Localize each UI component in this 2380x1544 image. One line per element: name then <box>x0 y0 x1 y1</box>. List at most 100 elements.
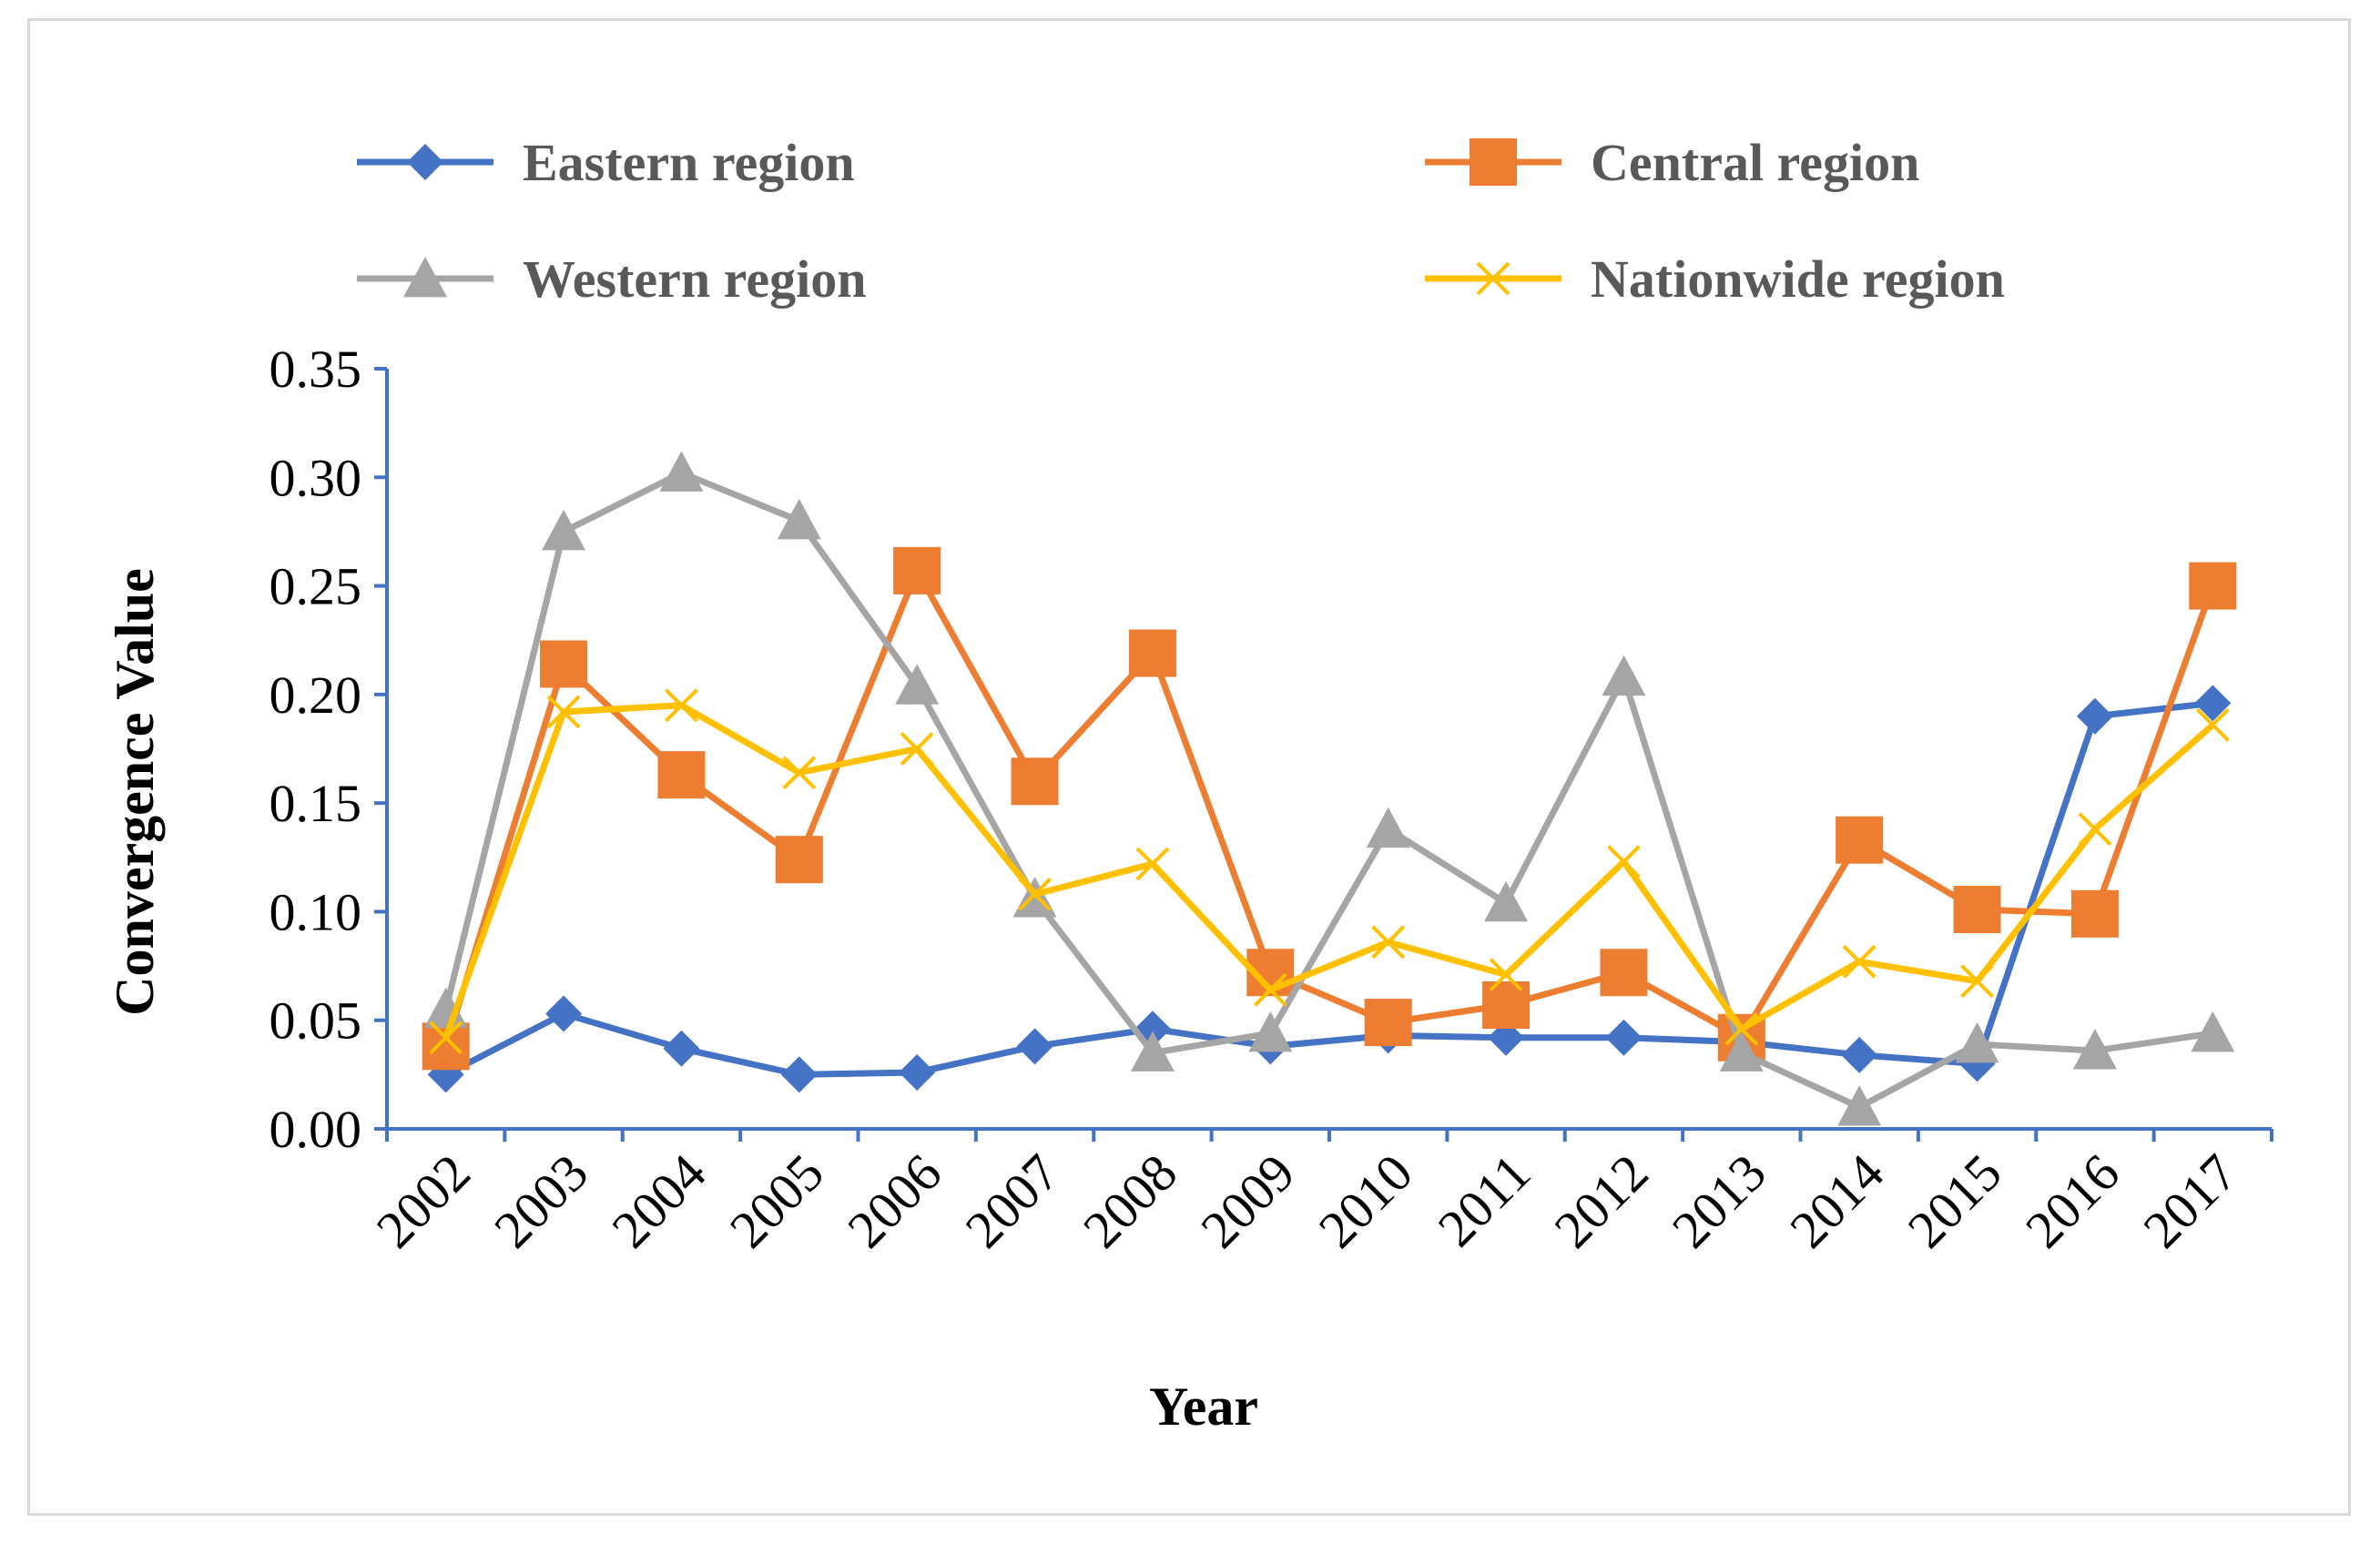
x-axis-title: Year <box>1149 1376 1258 1437</box>
legend-entry: Eastern region <box>357 133 855 192</box>
data-point <box>663 1030 700 1067</box>
data-point <box>1836 816 1884 864</box>
y-tick-label: 0.35 <box>270 340 362 399</box>
data-point <box>2072 1029 2117 1070</box>
x-tick-label: 2008 <box>1072 1143 1188 1259</box>
data-point <box>407 144 443 180</box>
data-point <box>1482 981 1531 1030</box>
x-tick-label: 2003 <box>483 1143 599 1259</box>
x-tick-label: 2005 <box>718 1143 835 1259</box>
data-point <box>2070 889 2119 938</box>
y-tick-label: 0.10 <box>270 882 362 941</box>
data-point <box>1018 877 1052 911</box>
data-point <box>1489 958 1523 992</box>
y-tick-label: 0.25 <box>270 557 362 616</box>
data-point <box>1248 1011 1293 1052</box>
chart-frame <box>27 18 2351 1516</box>
data-point <box>1600 949 1648 997</box>
x-tick-label: 2015 <box>1897 1143 2013 1259</box>
data-point <box>900 732 934 766</box>
x-tick-label: 2011 <box>1427 1143 1541 1257</box>
data-point <box>1016 1028 1053 1065</box>
y-tick-label: 0.15 <box>270 774 362 833</box>
data-point <box>1841 1036 1878 1073</box>
legend-label: Central region <box>1591 133 1919 192</box>
data-point <box>895 664 940 705</box>
data-point <box>775 836 823 884</box>
data-point <box>2189 562 2237 610</box>
x-tick-label: 2010 <box>1307 1143 1424 1259</box>
legend-entry: Nationwide region <box>1425 249 2005 309</box>
data-point <box>2191 1011 2235 1052</box>
data-point <box>780 1056 818 1093</box>
data-point <box>403 257 447 298</box>
x-tick-label: 2017 <box>2132 1143 2249 1259</box>
legend-entry: Western region <box>357 249 866 309</box>
data-point <box>545 995 583 1032</box>
y-tick-label: 0.00 <box>270 1100 362 1159</box>
series-line <box>442 567 2216 1048</box>
x-tick-label: 2007 <box>954 1143 1071 1259</box>
data-point <box>2078 812 2112 847</box>
data-point <box>782 756 817 790</box>
data-point <box>777 499 821 540</box>
data-point <box>546 695 581 729</box>
data-point <box>2194 685 2232 722</box>
data-point <box>1476 261 1510 296</box>
data-point <box>665 688 698 723</box>
data-point <box>2076 697 2113 735</box>
x-tick-label: 2004 <box>601 1143 717 1259</box>
data-point <box>423 987 468 1029</box>
data-point <box>1130 1031 1175 1072</box>
data-point <box>1128 629 1176 677</box>
data-point <box>1607 845 1641 879</box>
legend-label: Western region <box>523 249 866 309</box>
y-tick-label: 0.20 <box>270 665 362 725</box>
series-line <box>442 702 2215 1039</box>
data-point <box>1602 655 1646 696</box>
data-point <box>1371 925 1406 960</box>
axes: 0.00 0.05 0.10 0.15 0.20 0.25 0.30 0.35 2002 2003… <box>270 340 2273 1259</box>
series-western-region <box>423 451 2235 1126</box>
series-layer <box>422 451 2237 1126</box>
x-tick-label: 2006 <box>836 1143 952 1259</box>
data-point <box>657 751 706 799</box>
data-point <box>1837 1085 1882 1126</box>
legend-label: Eastern region <box>523 133 855 192</box>
data-point <box>899 1053 936 1091</box>
data-point <box>659 451 704 492</box>
data-point <box>1011 757 1059 806</box>
data-point <box>1484 880 1529 922</box>
data-point <box>1364 999 1412 1047</box>
x-tick-label: 2009 <box>1190 1143 1307 1259</box>
x-tick-label: 2016 <box>2014 1143 2131 1259</box>
data-point <box>893 546 941 594</box>
data-point <box>1719 1031 1764 1072</box>
data-point <box>2195 707 2230 742</box>
data-point <box>1724 1011 1759 1046</box>
data-point <box>1253 972 1287 1007</box>
x-tick-label: 2014 <box>1778 1143 1895 1259</box>
x-tick-label: 2013 <box>1661 1143 1777 1259</box>
series-nationwide-region <box>429 688 2230 1055</box>
data-point <box>1953 886 2001 934</box>
data-point <box>542 509 586 551</box>
series-line <box>444 699 2213 1078</box>
data-point <box>540 640 588 688</box>
data-point <box>1470 138 1517 186</box>
y-axis-title: Convergence Value <box>105 568 165 1016</box>
x-tick-label: 2012 <box>1543 1143 1660 1259</box>
data-point <box>1960 964 1994 999</box>
legend-label: Nationwide region <box>1591 249 2005 309</box>
series-central-region <box>422 546 2237 1071</box>
y-tick-label: 0.30 <box>270 448 362 507</box>
legend-entry: Central region <box>1425 133 1919 192</box>
data-point <box>1955 1021 1999 1063</box>
legend: Eastern region Central region Western regi… <box>357 133 2005 309</box>
data-point <box>1366 807 1410 848</box>
data-point <box>1135 847 1170 881</box>
data-point <box>1605 1019 1643 1056</box>
data-point <box>1842 944 1877 979</box>
x-tick-label: 2002 <box>365 1143 482 1259</box>
